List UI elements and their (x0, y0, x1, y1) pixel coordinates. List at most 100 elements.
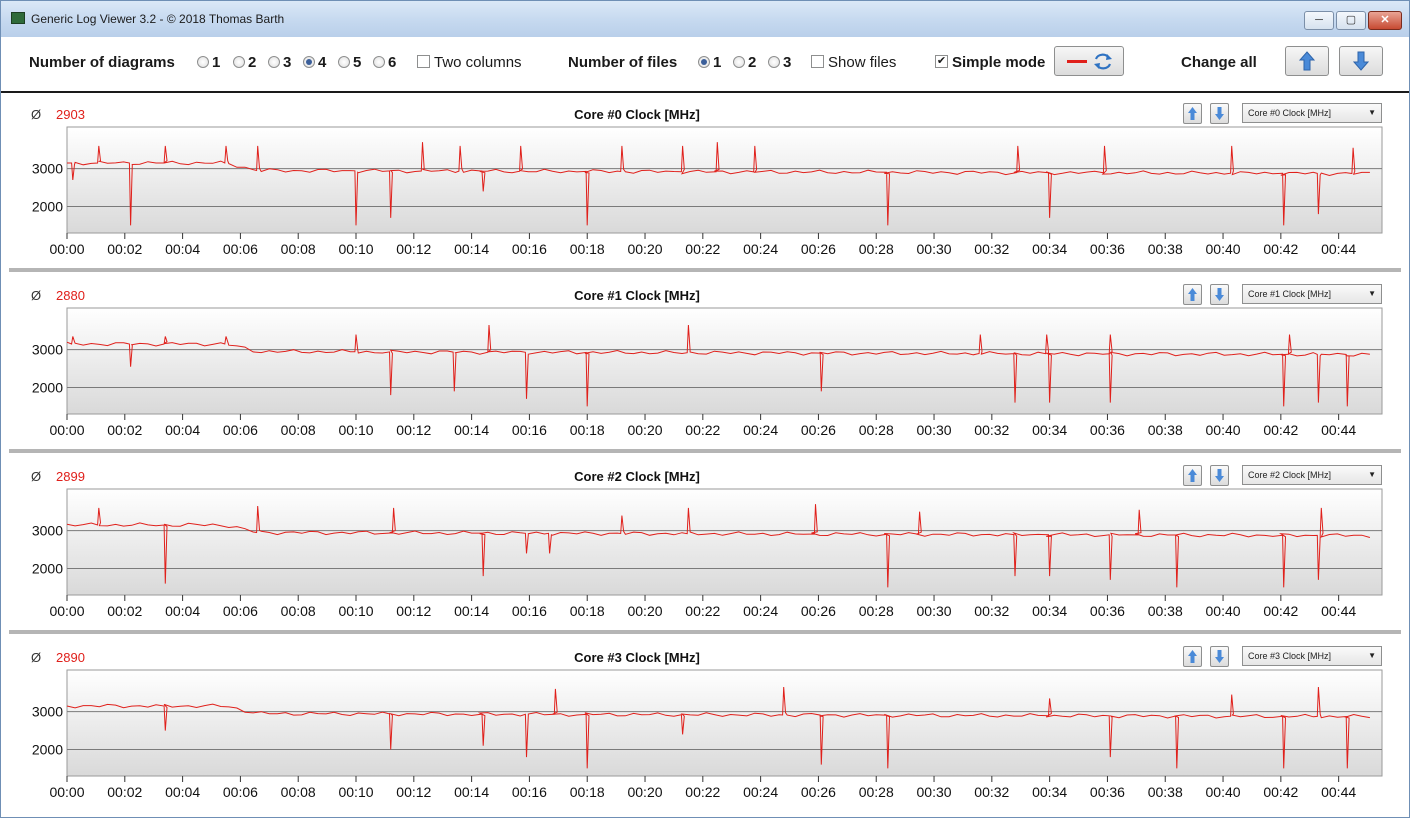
show-files-label[interactable]: Show files (828, 54, 897, 71)
close-button[interactable]: ✕ (1368, 11, 1402, 30)
x-tick-label: 00:16 (512, 241, 547, 257)
arrow-down-icon (1215, 107, 1224, 120)
x-tick-label: 00:12 (396, 603, 431, 619)
arrow-down-icon (1352, 51, 1370, 71)
x-tick-label: 00:38 (1148, 603, 1183, 619)
file-radio-2[interactable] (733, 56, 745, 68)
move-diagram-down-button[interactable] (1210, 465, 1229, 486)
plot-area (66, 488, 1383, 596)
line-chart[interactable]: 3000 2000 00:00 00:02 00:04 00:06 00:08 00:10 00… (9, 666, 1401, 811)
arrow-down-icon (1215, 469, 1224, 482)
x-tick-label: 00:24 (743, 603, 778, 619)
title-bar[interactable]: Generic Log Viewer 3.2 - © 2018 Thomas B… (1, 1, 1409, 37)
change-all-label: Change all (1181, 54, 1257, 71)
show-files-checkbox[interactable] (811, 55, 824, 68)
two-columns-label[interactable]: Two columns (434, 54, 522, 71)
x-tick-label: 00:40 (1206, 603, 1241, 619)
arrow-up-icon (1188, 469, 1197, 482)
channel-select-value: Core #1 Clock [MHz] (1248, 289, 1332, 299)
move-diagram-up-button[interactable] (1183, 646, 1202, 667)
simple-mode-checkbox[interactable]: ✔ (935, 55, 948, 68)
move-up-all-button[interactable] (1285, 46, 1329, 76)
panel-splitter[interactable] (9, 268, 1401, 272)
diagram-option-1[interactable]: 1 (212, 54, 221, 71)
diagram-radio-1[interactable] (197, 56, 209, 68)
y-tick-label: 3000 (32, 342, 63, 358)
x-tick-label: 00:24 (743, 422, 778, 438)
x-tick-label: 00:32 (974, 422, 1009, 438)
diagram-radio-4[interactable] (303, 56, 315, 68)
line-chart[interactable]: 3000 2000 00:00 00:02 00:04 00:06 00:08 00:10 00… (9, 123, 1401, 268)
series-line (66, 324, 1370, 407)
diagram-option-4[interactable]: 4 (318, 54, 327, 71)
series-line (66, 504, 1371, 588)
x-tick-label: 00:14 (454, 784, 489, 800)
file-option-1[interactable]: 1 (713, 54, 722, 71)
x-tick-label: 00:34 (1032, 241, 1067, 257)
x-tick-label: 00:42 (1263, 241, 1298, 257)
x-tick-label: 00:20 (627, 422, 662, 438)
x-tick-label: 00:40 (1206, 784, 1241, 800)
simple-mode-label[interactable]: Simple mode (952, 54, 1046, 71)
diagram-option-6[interactable]: 6 (388, 54, 397, 71)
x-tick-label: 00:22 (685, 603, 720, 619)
line-style-button[interactable] (1054, 46, 1124, 76)
x-tick-label: 00:44 (1321, 603, 1356, 619)
x-tick-label: 00:08 (281, 603, 316, 619)
file-radio-1[interactable] (698, 56, 710, 68)
maximize-button[interactable]: ▢ (1336, 11, 1366, 30)
x-tick-label: 00:00 (49, 603, 84, 619)
x-tick-label: 00:10 (338, 784, 373, 800)
diagram-radio-5[interactable] (338, 56, 350, 68)
x-tick-label: 00:40 (1206, 422, 1241, 438)
move-diagram-up-button[interactable] (1183, 103, 1202, 124)
x-tick-label: 00:26 (801, 603, 836, 619)
panel-splitter[interactable] (9, 449, 1401, 453)
line-chart[interactable]: 3000 2000 00:00 00:02 00:04 00:06 00:08 00:10 00… (9, 304, 1401, 449)
minimize-button[interactable]: ─ (1304, 11, 1334, 30)
x-tick-label: 00:02 (107, 241, 142, 257)
diagram-option-5[interactable]: 5 (353, 54, 362, 71)
x-tick-label: 00:16 (512, 784, 547, 800)
file-radio-3[interactable] (768, 56, 780, 68)
move-diagram-up-button[interactable] (1183, 284, 1202, 305)
x-tick-label: 00:20 (627, 241, 662, 257)
panel-splitter[interactable] (9, 630, 1401, 634)
diagram-option-3[interactable]: 3 (283, 54, 292, 71)
x-tick-label: 00:12 (396, 784, 431, 800)
channel-select[interactable]: Core #0 Clock [MHz] ▼ (1242, 103, 1382, 123)
x-tick-label: 00:38 (1148, 784, 1183, 800)
file-option-3[interactable]: 3 (783, 54, 792, 71)
x-tick-label: 00:12 (396, 422, 431, 438)
x-tick-label: 00:36 (1090, 422, 1125, 438)
x-tick-label: 00:30 (917, 241, 952, 257)
toolbar: Number of diagrams 1 2 3 4 5 6 Two colum… (1, 37, 1409, 93)
red-line-icon (1067, 60, 1087, 63)
move-down-all-button[interactable] (1339, 46, 1383, 76)
x-tick-label: 00:00 (49, 241, 84, 257)
diagram-option-2[interactable]: 2 (248, 54, 257, 71)
diagram-radio-3[interactable] (268, 56, 280, 68)
diagram-radio-2[interactable] (233, 56, 245, 68)
x-tick-label: 00:44 (1321, 422, 1356, 438)
two-columns-checkbox[interactable] (417, 55, 430, 68)
channel-select[interactable]: Core #3 Clock [MHz] ▼ (1242, 646, 1382, 666)
x-tick-label: 00:34 (1032, 603, 1067, 619)
diagram-radio-6[interactable] (373, 56, 385, 68)
channel-select-value: Core #2 Clock [MHz] (1248, 470, 1332, 480)
x-tick-label: 00:42 (1263, 422, 1298, 438)
move-diagram-down-button[interactable] (1210, 646, 1229, 667)
x-tick-label: 00:02 (107, 603, 142, 619)
file-option-2[interactable]: 2 (748, 54, 757, 71)
x-tick-label: 00:18 (570, 241, 605, 257)
channel-select[interactable]: Core #2 Clock [MHz] ▼ (1242, 465, 1382, 485)
move-diagram-down-button[interactable] (1210, 103, 1229, 124)
x-tick-label: 00:04 (165, 241, 200, 257)
channel-select[interactable]: Core #1 Clock [MHz] ▼ (1242, 284, 1382, 304)
x-tick-label: 00:06 (223, 784, 258, 800)
move-diagram-up-button[interactable] (1183, 465, 1202, 486)
x-tick-label: 00:08 (281, 784, 316, 800)
move-diagram-down-button[interactable] (1210, 284, 1229, 305)
x-tick-label: 00:44 (1321, 241, 1356, 257)
line-chart[interactable]: 3000 2000 00:00 00:02 00:04 00:06 00:08 00:10 00… (9, 485, 1401, 630)
